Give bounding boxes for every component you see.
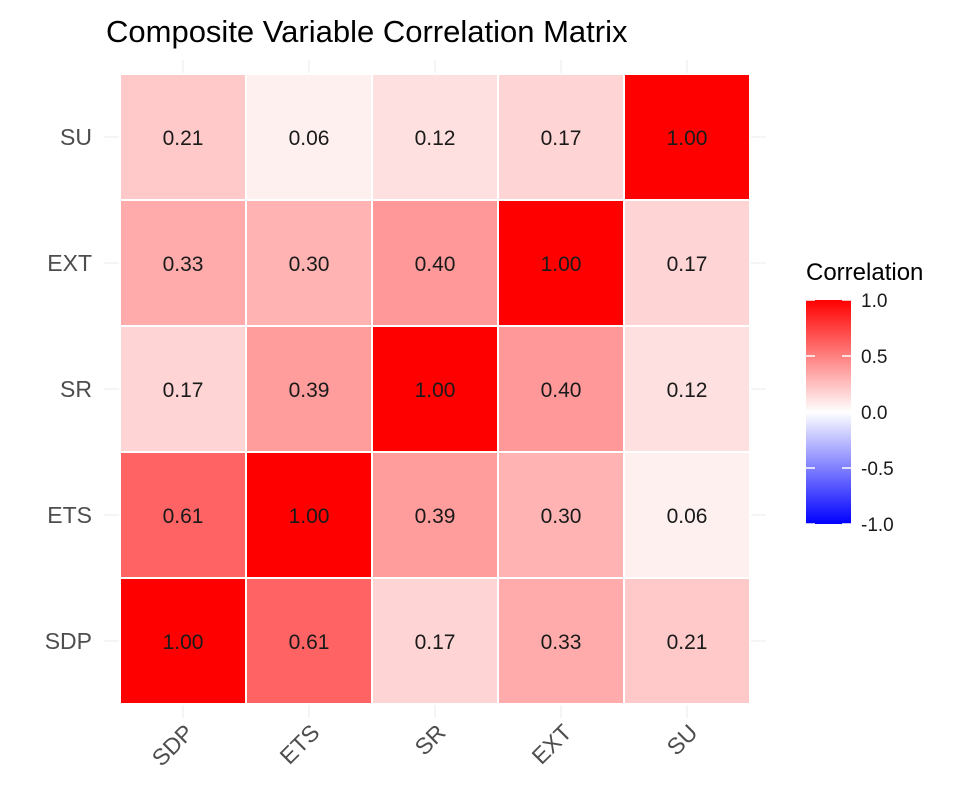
cell-value-label: 1.00 (289, 505, 330, 528)
cell-value-label: 1.00 (541, 253, 582, 276)
cell-value-label: 0.40 (541, 379, 582, 402)
heatmap-cell (245, 577, 373, 705)
heatmap-cell (623, 199, 751, 327)
legend-tick-label: 1.0 (861, 291, 887, 312)
heatmap-cell (371, 577, 499, 705)
heatmap-cell (623, 577, 751, 705)
x-tick-label: SR (410, 719, 451, 760)
x-tick-label: SU (662, 719, 703, 760)
cell-value-labels: 1.00 0.61 0.17 0.33 0.21 0.61 1.00 0.39 0.30 0.06… (163, 127, 708, 654)
heatmap-cell (119, 73, 247, 201)
cell-value-label: 0.21 (163, 127, 204, 150)
heatmap-cell (497, 577, 625, 705)
heatmap-cell (119, 325, 247, 453)
legend: Correlation 1.0 0.5 0.0 -0.5 -1.0 (806, 259, 923, 536)
heatmap-cell (371, 73, 499, 201)
y-tick-label: ETS (47, 502, 92, 528)
legend-title: Correlation (806, 259, 923, 286)
legend-tick-label: -0.5 (861, 459, 894, 480)
cell-value-label: 0.17 (667, 253, 708, 276)
heatmap-cell (623, 451, 751, 579)
cell-value-label: 0.17 (541, 127, 582, 150)
cell-value-label: 0.06 (289, 127, 330, 150)
cell-value-label: 0.17 (163, 379, 204, 402)
cell-value-label: 0.33 (541, 631, 582, 654)
heatmap-cell (245, 199, 373, 327)
chart-title: Composite Variable Correlation Matrix (106, 14, 628, 49)
cell-value-label: 0.30 (289, 253, 330, 276)
y-axis: SDP ETS SR EXT SU (45, 124, 92, 654)
cell-value-label: 0.30 (541, 505, 582, 528)
cell-value-label: 0.39 (289, 379, 330, 402)
legend-tick-label: 0.5 (861, 347, 887, 368)
x-tick-label: EXT (527, 719, 577, 769)
cell-value-label: 0.06 (667, 505, 708, 528)
cell-value-label: 0.39 (415, 505, 456, 528)
cell-value-label: 0.21 (667, 631, 708, 654)
y-tick-label: SDP (45, 628, 92, 654)
x-tick-label: SDP (147, 719, 199, 771)
cell-value-label: 0.12 (415, 127, 456, 150)
cell-value-label: 1.00 (415, 379, 456, 402)
legend-tick-label: 0.0 (861, 403, 887, 424)
heatmap-cell (245, 451, 373, 579)
cell-value-label: 0.61 (289, 631, 330, 654)
x-axis: SDP ETS SR EXT SU (147, 719, 703, 771)
heatmap-cell (119, 451, 247, 579)
heatmap-cells (119, 73, 751, 705)
heatmap-cell (119, 199, 247, 327)
cell-value-label: 0.40 (415, 253, 456, 276)
heatmap-cell (497, 451, 625, 579)
y-tick-label: SU (60, 124, 92, 150)
x-tick-label: ETS (275, 719, 325, 769)
cell-value-label: 1.00 (667, 127, 708, 150)
cell-value-label: 1.00 (163, 631, 204, 654)
y-tick-label: EXT (47, 250, 92, 276)
heatmap-cell (245, 325, 373, 453)
heatmap-cell (371, 451, 499, 579)
cell-value-label: 0.12 (667, 379, 708, 402)
heatmap-cell (371, 325, 499, 453)
cell-value-label: 0.33 (163, 253, 204, 276)
legend-ticks: 1.0 0.5 0.0 -0.5 -1.0 (806, 291, 894, 536)
cell-value-label: 0.61 (163, 505, 204, 528)
y-tick-label: SR (60, 376, 92, 402)
cell-value-label: 0.17 (415, 631, 456, 654)
heatmap-cell (497, 73, 625, 201)
legend-tick-label: -1.0 (861, 515, 894, 536)
heatmap-cell (623, 73, 751, 201)
